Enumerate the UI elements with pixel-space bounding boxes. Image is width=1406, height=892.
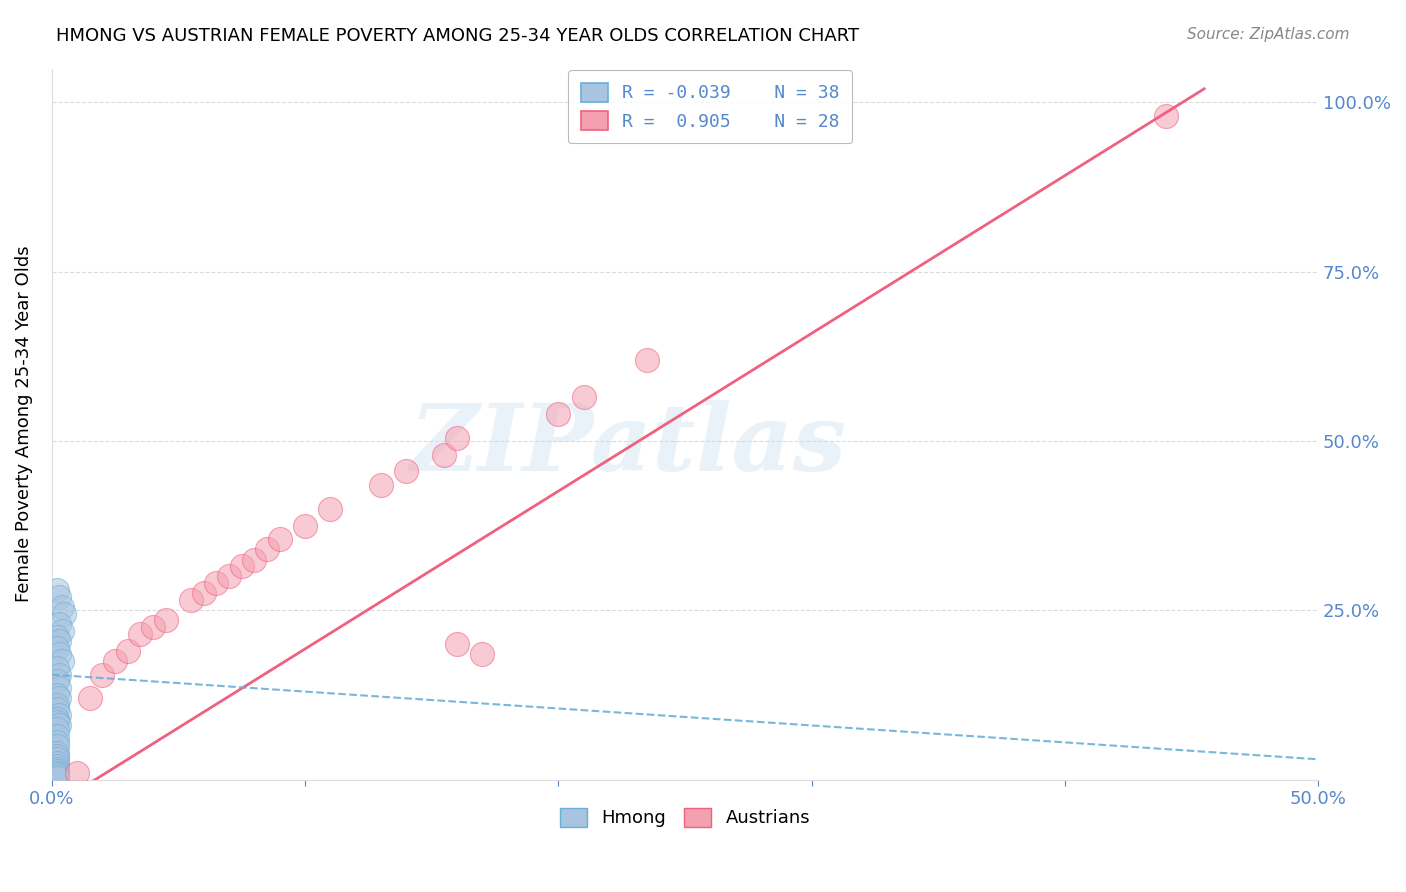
Point: [446, 431, 468, 445]
Legend: Hmong, Austrians: Hmong, Austrians: [553, 801, 817, 835]
Point: [572, 390, 595, 404]
Text: ZIPatlas: ZIPatlas: [409, 401, 846, 491]
Point: [51, 624, 73, 638]
Point: [117, 644, 139, 658]
Point: [45, 748, 67, 763]
Point: [45, 746, 67, 760]
Point: [45, 739, 67, 753]
Point: [51, 654, 73, 668]
Point: [48, 718, 70, 732]
Point: [45, 729, 67, 743]
Point: [48, 691, 70, 706]
Point: [193, 586, 215, 600]
Point: [370, 478, 392, 492]
Point: [48, 708, 70, 723]
Point: [180, 593, 202, 607]
Point: [48, 633, 70, 648]
Point: [45, 701, 67, 715]
Point: [142, 620, 165, 634]
Point: [48, 590, 70, 604]
Point: [205, 576, 228, 591]
Point: [45, 688, 67, 702]
Point: [45, 756, 67, 770]
Point: [66, 765, 89, 780]
Point: [547, 407, 569, 421]
Point: [45, 661, 67, 675]
Point: [91, 667, 114, 681]
Point: [155, 614, 177, 628]
Point: [45, 640, 67, 655]
Point: [45, 764, 67, 779]
Point: [45, 759, 67, 773]
Point: [45, 722, 67, 736]
Point: [53, 607, 76, 621]
Point: [45, 735, 67, 749]
Point: [104, 654, 127, 668]
Text: HMONG VS AUSTRIAN FEMALE POVERTY AMONG 25-34 YEAR OLDS CORRELATION CHART: HMONG VS AUSTRIAN FEMALE POVERTY AMONG 2…: [56, 27, 859, 45]
Point: [294, 518, 316, 533]
Point: [45, 712, 67, 726]
Point: [256, 542, 278, 557]
Point: [395, 465, 418, 479]
Point: [319, 501, 342, 516]
Point: [243, 552, 266, 566]
Text: Source: ZipAtlas.com: Source: ZipAtlas.com: [1187, 27, 1350, 42]
Point: [45, 752, 67, 766]
Point: [1154, 109, 1177, 123]
Point: [45, 674, 67, 689]
Point: [45, 631, 67, 645]
Point: [45, 769, 67, 783]
Point: [269, 532, 291, 546]
Point: [48, 648, 70, 662]
Point: [45, 763, 67, 777]
Point: [636, 352, 658, 367]
Point: [51, 599, 73, 614]
Point: [48, 616, 70, 631]
Point: [79, 691, 101, 706]
Point: [48, 667, 70, 681]
Point: [45, 767, 67, 781]
Point: [45, 582, 67, 597]
Point: [231, 559, 253, 574]
Point: [45, 698, 67, 712]
Point: [218, 569, 240, 583]
Y-axis label: Female Poverty Among 25-34 Year Olds: Female Poverty Among 25-34 Year Olds: [15, 246, 32, 602]
Point: [433, 448, 456, 462]
Point: [446, 637, 468, 651]
Point: [129, 627, 152, 641]
Point: [45, 765, 67, 780]
Point: [45, 771, 67, 785]
Point: [45, 714, 67, 729]
Point: [48, 681, 70, 696]
Point: [471, 648, 494, 662]
